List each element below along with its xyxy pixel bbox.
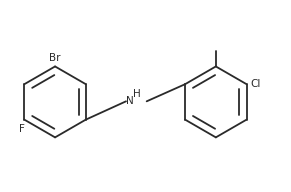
Text: F: F	[19, 124, 25, 134]
Text: H: H	[133, 89, 141, 99]
Text: Br: Br	[49, 53, 61, 63]
Text: N: N	[126, 96, 133, 106]
Text: Cl: Cl	[250, 79, 260, 89]
